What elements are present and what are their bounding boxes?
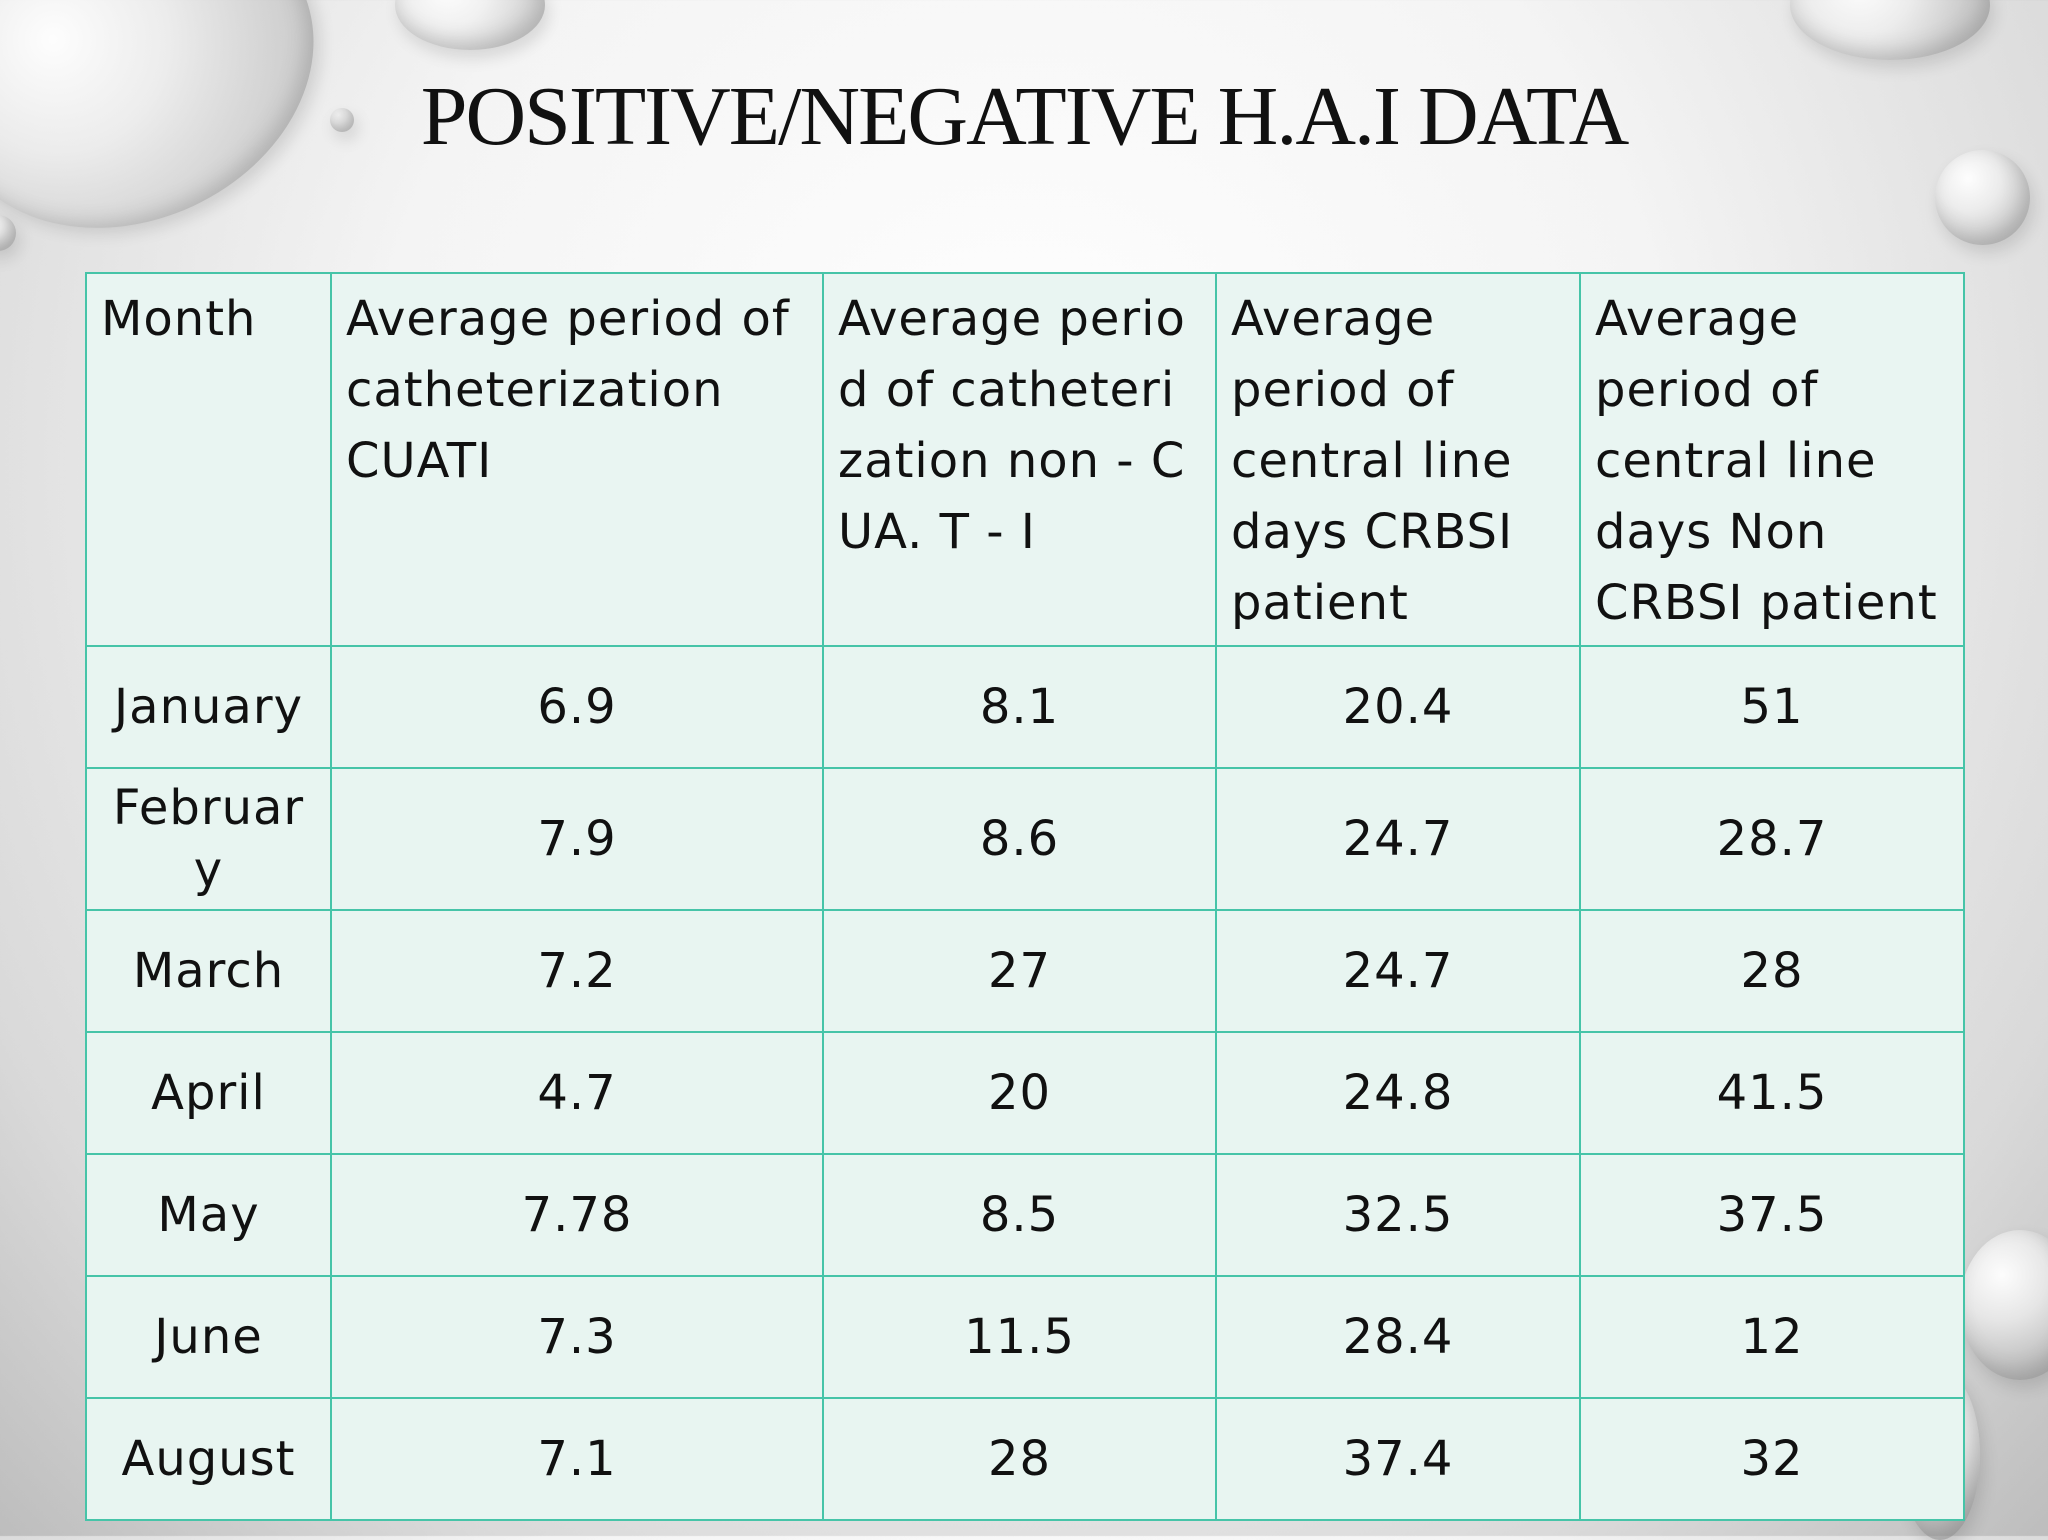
non-crbsi-cell: 32	[1580, 1398, 1964, 1520]
non-crbsi-cell: 37.5	[1580, 1154, 1964, 1276]
header-crbsi: Average period of central line days CRBS…	[1216, 273, 1580, 646]
water-droplet-decoration	[395, 0, 545, 50]
cuati-cell: 7.78	[331, 1154, 823, 1276]
crbsi-cell: 28.4	[1216, 1276, 1580, 1398]
cuati-cell: 7.2	[331, 910, 823, 1032]
non-crbsi-cell: 41.5	[1580, 1032, 1964, 1154]
month-cell: January	[86, 646, 331, 768]
month-cell: April	[86, 1032, 331, 1154]
month-cell: February	[86, 768, 331, 910]
non-cuati-cell: 8.6	[823, 768, 1216, 910]
cuati-cell: 7.1	[331, 1398, 823, 1520]
cuati-cell: 6.9	[331, 646, 823, 768]
month-cell: May	[86, 1154, 331, 1276]
table-header-row: Month Average period of catheterization …	[86, 273, 1964, 646]
non-cuati-cell: 20	[823, 1032, 1216, 1154]
header-non-crbsi: Average period of central line days Non …	[1580, 273, 1964, 646]
cuati-cell: 7.9	[331, 768, 823, 910]
crbsi-cell: 24.7	[1216, 910, 1580, 1032]
non-cuati-cell: 8.5	[823, 1154, 1216, 1276]
table-row: June 7.3 11.5 28.4 12	[86, 1276, 1964, 1398]
non-crbsi-cell: 51	[1580, 646, 1964, 768]
water-droplet-decoration	[1790, 0, 1990, 60]
slide-title: POSITIVE/NEGATIVE H.A.I DATA	[0, 68, 2048, 165]
cuati-cell: 4.7	[331, 1032, 823, 1154]
header-non-cuati: Average period of catheterization non - …	[823, 273, 1216, 646]
cuati-cell: 7.3	[331, 1276, 823, 1398]
table-row: February 7.9 8.6 24.7 28.7	[86, 768, 1964, 910]
crbsi-cell: 24.7	[1216, 768, 1580, 910]
crbsi-cell: 37.4	[1216, 1398, 1580, 1520]
non-cuati-cell: 8.1	[823, 646, 1216, 768]
table-row: May 7.78 8.5 32.5 37.5	[86, 1154, 1964, 1276]
non-crbsi-cell: 28	[1580, 910, 1964, 1032]
hai-data-table: Month Average period of catheterization …	[85, 272, 1965, 1521]
crbsi-cell: 20.4	[1216, 646, 1580, 768]
crbsi-cell: 32.5	[1216, 1154, 1580, 1276]
header-month: Month	[86, 273, 331, 646]
month-cell: June	[86, 1276, 331, 1398]
crbsi-cell: 24.8	[1216, 1032, 1580, 1154]
water-droplet-decoration	[1960, 1230, 2048, 1380]
month-cell: August	[86, 1398, 331, 1520]
non-cuati-cell: 27	[823, 910, 1216, 1032]
non-cuati-cell: 11.5	[823, 1276, 1216, 1398]
month-cell: March	[86, 910, 331, 1032]
non-crbsi-cell: 28.7	[1580, 768, 1964, 910]
header-cuati: Average period of catheterization CUATI	[331, 273, 823, 646]
table-row: March 7.2 27 24.7 28	[86, 910, 1964, 1032]
table-row: April 4.7 20 24.8 41.5	[86, 1032, 1964, 1154]
non-crbsi-cell: 12	[1580, 1276, 1964, 1398]
water-droplet-decoration	[0, 215, 16, 251]
table-row: August 7.1 28 37.4 32	[86, 1398, 1964, 1520]
non-cuati-cell: 28	[823, 1398, 1216, 1520]
table-row: January 6.9 8.1 20.4 51	[86, 646, 1964, 768]
